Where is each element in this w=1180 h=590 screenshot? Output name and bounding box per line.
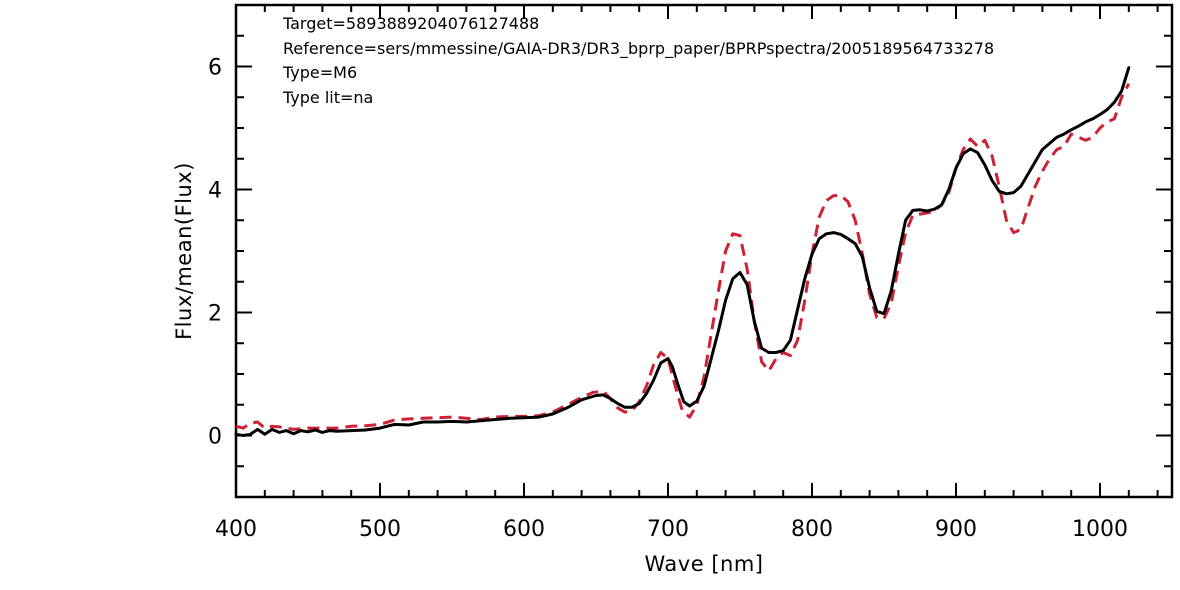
x-tick-label: 700: [647, 517, 689, 542]
annotation-type: Type=M6: [282, 63, 357, 82]
series-line-dashed: [235, 82, 1131, 431]
annotation-block: Target=5893889204076127488 Reference=ser…: [282, 14, 994, 107]
x-tick-label: 600: [503, 517, 545, 542]
x-axis-title: Wave [nm]: [645, 552, 764, 576]
x-tick-label: 800: [791, 517, 833, 542]
axis-ticks: [235, 4, 1172, 498]
y-axis-title: Flux/mean(Flux): [172, 162, 196, 340]
series-layer: [234, 66, 1131, 437]
annotation-target: Target=5893889204076127488: [282, 14, 539, 33]
x-tick-label: 500: [359, 517, 401, 542]
annotation-type-lit: Type lit=na: [282, 88, 373, 107]
x-tick-label: 400: [215, 517, 257, 542]
plot-frame: [234, 3, 1174, 499]
y-tick-label: 0: [208, 425, 222, 450]
y-tick-label: 6: [208, 56, 222, 81]
x-tick-label: 1000: [1072, 517, 1128, 542]
x-tick-label: 900: [935, 517, 977, 542]
y-tick-label: 2: [208, 302, 222, 327]
tick-labels: 400 500 600 700 800 900 1000 0 2 4 6: [208, 56, 1128, 543]
y-tick-label: 4: [208, 179, 222, 204]
annotation-reference: Reference=sers/mmessine/GAIA-DR3/DR3_bpr…: [283, 39, 994, 59]
series-line-solid: [234, 66, 1131, 437]
